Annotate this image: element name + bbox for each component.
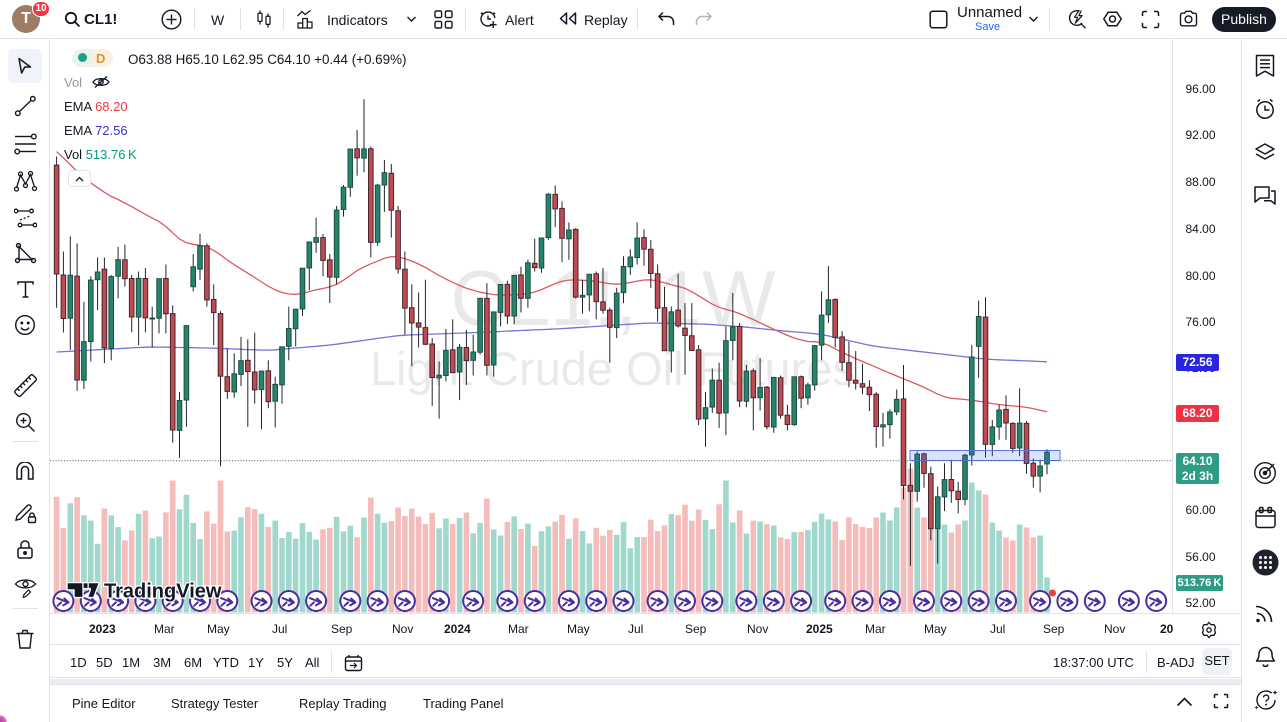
svg-text:TradingView: TradingView: [104, 581, 222, 603]
